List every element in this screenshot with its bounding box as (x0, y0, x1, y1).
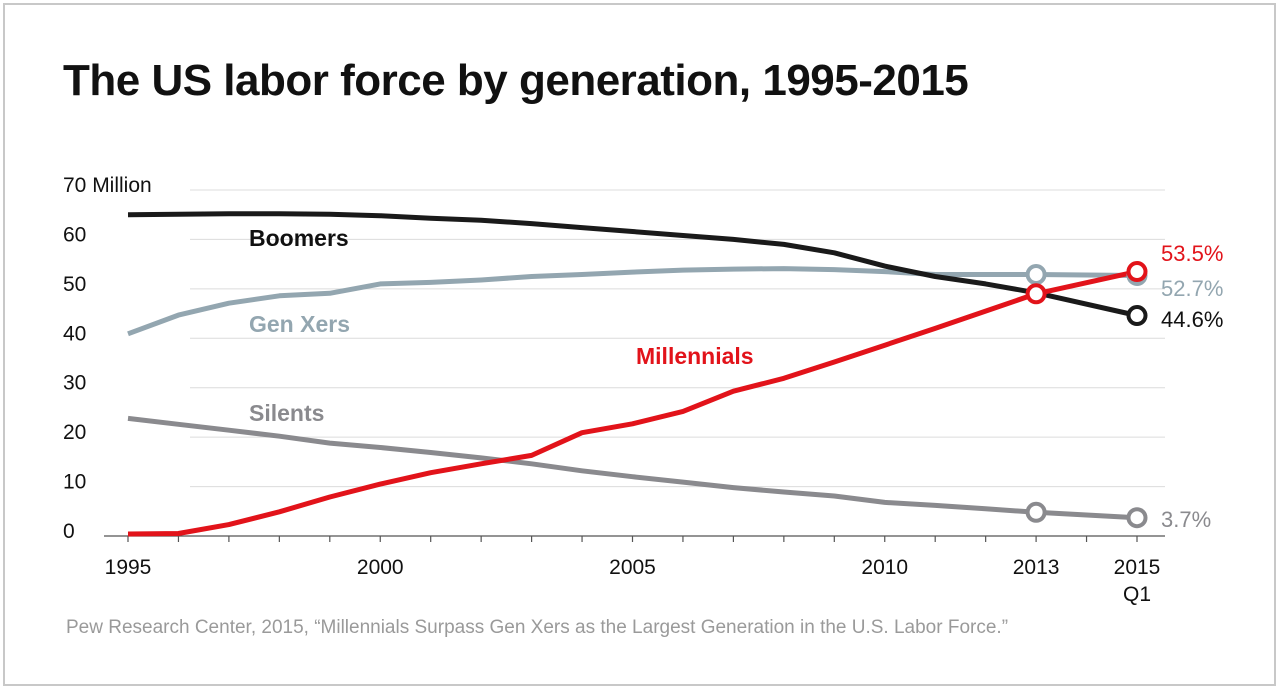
x-tick-label: 2005 (609, 556, 656, 579)
end-value-boomers: 44.6% (1161, 307, 1223, 332)
series-name-millennials: Millennials (636, 343, 754, 369)
series-lines (127, 211, 1138, 537)
y-tick-label: 20 (63, 421, 86, 444)
x-tick-label: 2010 (861, 556, 908, 579)
axis-ticks: 0 10 20 30 40 50 60 70 Million 1995 2000 2005 2010 2… (63, 174, 1160, 606)
series-name-boomers: Boomers (249, 225, 349, 251)
source-note: Pew Research Center, 2015, “Millennials … (66, 617, 1009, 638)
x-tick-label: 1995 (105, 556, 152, 579)
y-tick-label: 50 (63, 273, 86, 296)
marker-millennials (1126, 261, 1148, 283)
marker-boomers (1126, 305, 1148, 327)
y-tick-label: 40 (63, 322, 86, 345)
y-tick-label: 60 (63, 223, 86, 246)
end-value-millennials: 53.5% (1161, 241, 1223, 266)
x-tick-label: 2013 (1013, 556, 1060, 579)
y-tick-label: 10 (63, 471, 86, 494)
y-tick-label: 70 Million (63, 174, 152, 197)
series-markers (1025, 261, 1148, 529)
line-silents (127, 415, 1138, 521)
marker-silents (1025, 501, 1047, 523)
gridlines (104, 189, 1165, 542)
end-value-silents: 3.7% (1161, 507, 1211, 532)
series-labels: Boomers Gen Xers Millennials Silents 44.6% 52… (249, 225, 1223, 532)
end-value-gen-xers: 52.7% (1161, 276, 1223, 301)
y-tick-label: 0 (63, 520, 75, 543)
x-tick-sublabel: Q1 (1123, 583, 1151, 606)
line-millennials (127, 269, 1138, 537)
marker-silents (1126, 507, 1148, 529)
y-tick-label: 30 (63, 372, 86, 395)
x-tick-label: 2000 (357, 556, 404, 579)
marker-gen-xers (1025, 264, 1047, 286)
x-tick-label: 2015 (1114, 556, 1161, 579)
series-name-silents: Silents (249, 400, 324, 426)
chart-title: The US labor force by generation, 1995-2… (63, 56, 969, 105)
chart-frame (3, 3, 1276, 686)
line-boomers (127, 211, 1138, 318)
marker-millennials (1025, 283, 1047, 305)
series-name-gen-xers: Gen Xers (249, 311, 350, 337)
